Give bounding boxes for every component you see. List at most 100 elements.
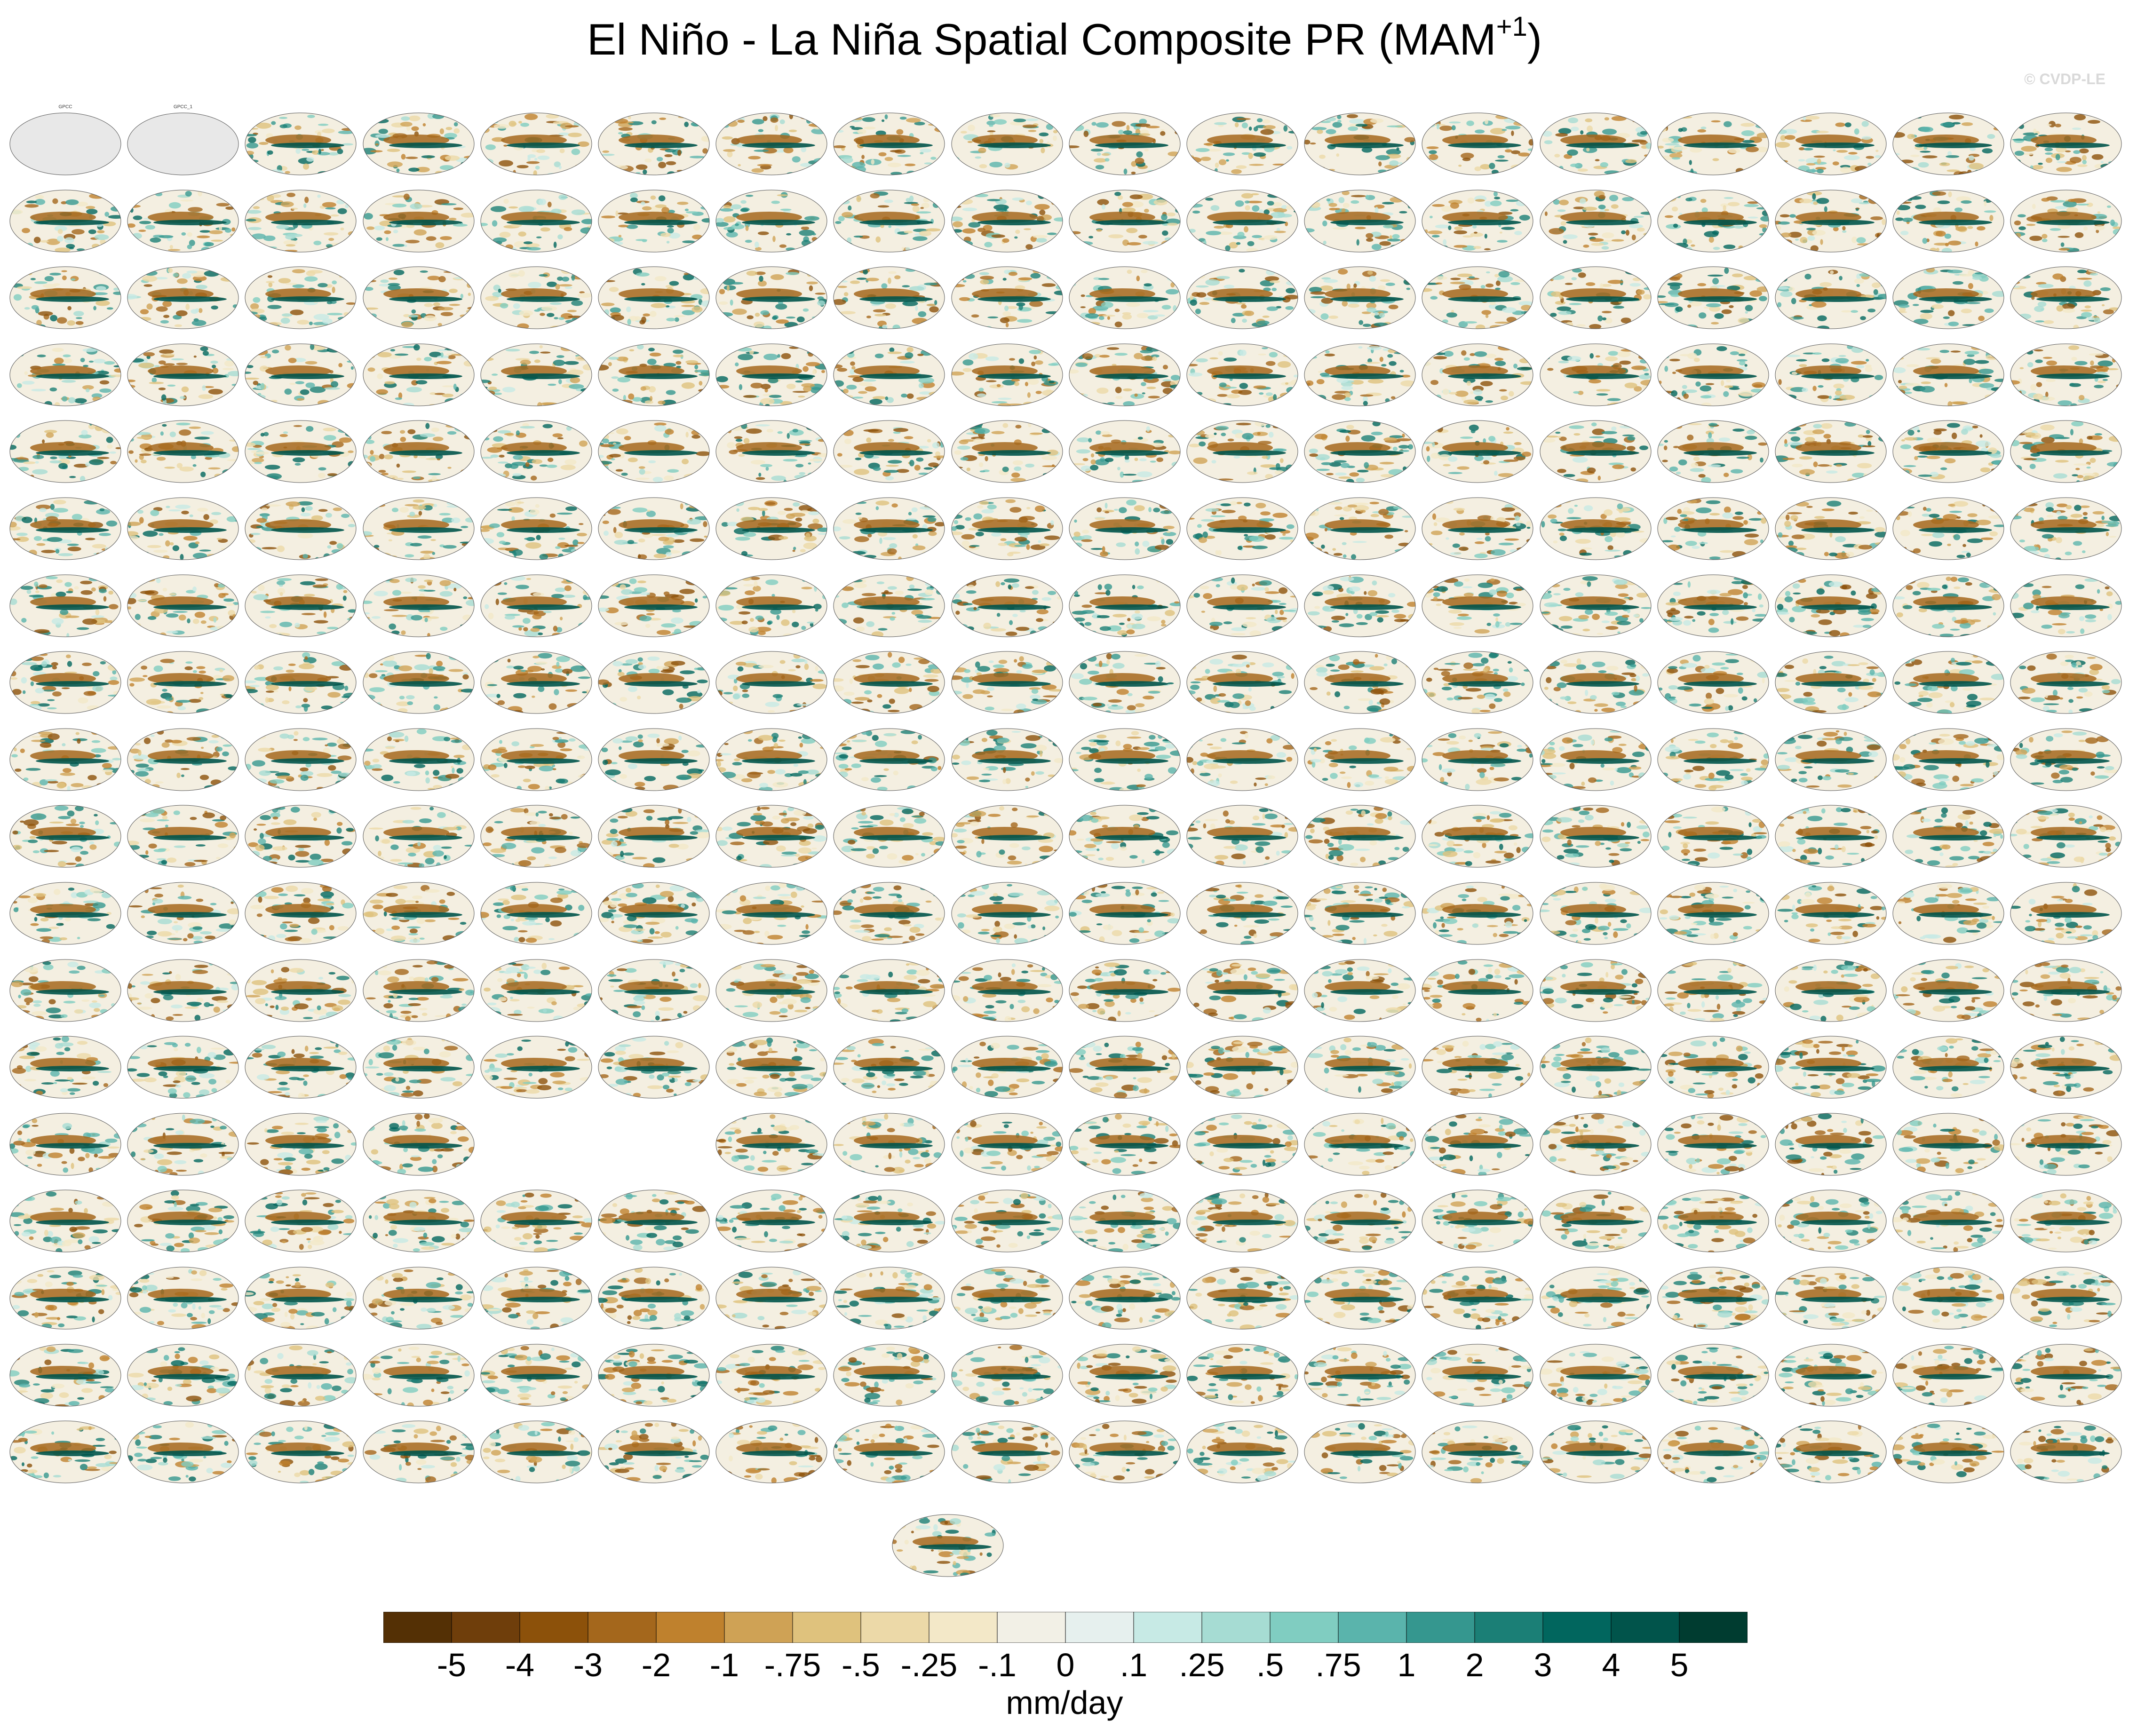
model-map-panel <box>2007 717 2125 795</box>
colorbar-tick-label: 5 <box>1642 1646 1717 1684</box>
colorbar-tick-label: 3 <box>1505 1646 1581 1684</box>
model-map-panel <box>2007 1179 2125 1256</box>
model-map-panel <box>1654 1025 1772 1102</box>
map-svg <box>1657 728 1769 791</box>
map-svg <box>1304 805 1416 868</box>
model-map-panel <box>1184 563 1301 641</box>
model-map-panel <box>1301 948 1419 1026</box>
map-svg <box>245 1344 357 1407</box>
map-svg <box>833 651 945 714</box>
colorbar-segment <box>860 1612 929 1643</box>
model-map-panel <box>7 486 124 564</box>
map-svg <box>1304 266 1416 329</box>
model-map-panel <box>1772 1410 1890 1487</box>
model-map-panel <box>595 102 713 179</box>
model-map-panel <box>830 102 948 179</box>
model-map-panel <box>2007 794 2125 872</box>
model-map-panel <box>713 1410 830 1487</box>
model-map-panel <box>595 1025 713 1102</box>
model-map-panel <box>1772 1179 1890 1256</box>
model-map-panel <box>7 1179 124 1256</box>
model-map-panel <box>595 333 713 410</box>
model-map-panel <box>2007 179 2125 256</box>
colorbar-segment <box>1611 1612 1680 1643</box>
model-map-panel <box>2007 1333 2125 1411</box>
map-svg <box>1304 343 1416 406</box>
map-svg <box>9 266 121 329</box>
model-map-panel <box>1890 179 2007 256</box>
map-svg <box>833 266 945 329</box>
map-svg <box>1775 1036 1887 1099</box>
map-svg <box>1069 266 1181 329</box>
colorbar-tick-label: -3 <box>550 1646 626 1684</box>
map-svg <box>1657 1420 1769 1483</box>
model-map-panel <box>2007 1102 2125 1180</box>
map-svg <box>715 574 827 637</box>
map-svg <box>245 728 357 791</box>
map-svg <box>245 574 357 637</box>
model-map-panel <box>7 1025 124 1102</box>
model-map-panel <box>477 794 595 872</box>
map-svg <box>1186 805 1298 868</box>
map-svg <box>245 343 357 406</box>
model-map-panel <box>2007 871 2125 949</box>
colorbar-tick-label: 0 <box>1028 1646 1103 1684</box>
model-map-panel <box>1654 1256 1772 1333</box>
model-map-panel <box>1066 563 1184 641</box>
model-map-panel <box>830 640 948 718</box>
map-svg <box>715 1189 827 1252</box>
model-map-panel <box>242 1025 359 1102</box>
map-svg <box>1069 882 1181 945</box>
map-svg <box>951 651 1063 714</box>
model-map-panel <box>1772 717 1890 795</box>
model-map-panel <box>1654 871 1772 949</box>
model-map-panel <box>7 409 124 487</box>
model-map-panel <box>1654 333 1772 410</box>
map-svg <box>1657 1267 1769 1330</box>
map-svg <box>1775 1344 1887 1407</box>
map-svg <box>1657 651 1769 714</box>
model-map-panel <box>1654 255 1772 333</box>
model-map-panel <box>477 948 595 1026</box>
colorbar-segment <box>451 1612 520 1643</box>
map-svg <box>363 1344 475 1407</box>
map-svg <box>1186 1267 1298 1330</box>
map-svg <box>480 1189 592 1252</box>
model-map-panel <box>242 1410 359 1487</box>
map-svg <box>598 574 710 637</box>
map-svg <box>1540 1420 1652 1483</box>
map-svg <box>598 497 710 560</box>
model-map-panel <box>1654 486 1772 564</box>
model-map-panel <box>948 1410 1066 1487</box>
map-svg <box>363 1036 475 1099</box>
model-map-panel <box>1301 102 1419 179</box>
model-map-panel <box>595 1179 713 1256</box>
model-map-panel <box>1301 255 1419 333</box>
model-map-panel <box>595 717 713 795</box>
model-map-panel <box>1772 1102 1890 1180</box>
map-svg <box>1657 343 1769 406</box>
model-map-panel <box>1890 102 2007 179</box>
model-map-panel <box>1301 1179 1419 1256</box>
model-map-panel <box>124 255 242 333</box>
model-map-panel <box>360 563 477 641</box>
map-svg <box>480 728 592 791</box>
model-map-panel <box>360 333 477 410</box>
map-svg <box>1069 805 1181 868</box>
model-map-panel <box>7 794 124 872</box>
model-map-panel <box>2007 333 2125 410</box>
model-map-panel <box>1184 1102 1301 1180</box>
model-map-panel <box>7 179 124 256</box>
map-svg <box>1186 190 1298 253</box>
model-map-panel <box>1184 1179 1301 1256</box>
model-map-panel <box>7 948 124 1026</box>
map-svg <box>1304 882 1416 945</box>
model-map-panel <box>242 179 359 256</box>
model-map-panel <box>242 640 359 718</box>
map-svg <box>1186 420 1298 483</box>
colorbar-tick-label: -1 <box>687 1646 762 1684</box>
map-svg <box>2010 1267 2122 1330</box>
map-svg <box>1892 343 2004 406</box>
map-svg <box>1304 420 1416 483</box>
map-svg <box>1069 574 1181 637</box>
